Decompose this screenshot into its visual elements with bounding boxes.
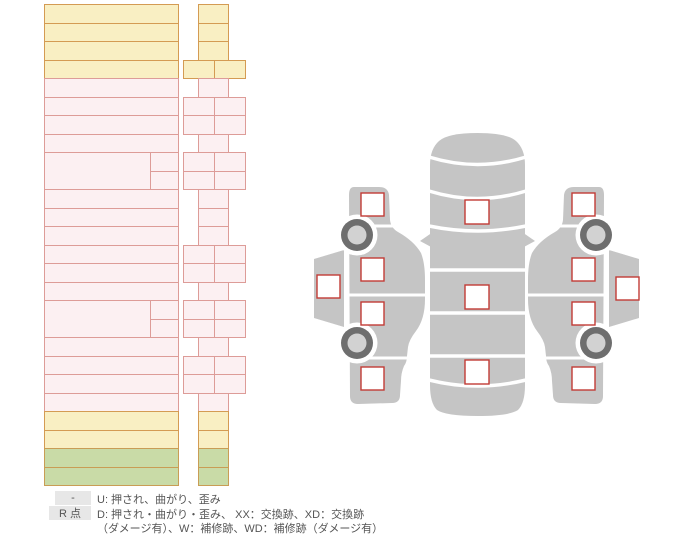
part-row-label [44, 448, 179, 468]
part-row-label [44, 4, 179, 24]
damage-cell[interactable] [214, 152, 246, 172]
damage-cell[interactable] [198, 41, 229, 61]
part-sub-label [150, 152, 179, 172]
part-row-label [44, 429, 179, 449]
part-row-label [44, 115, 179, 135]
legend-badge-rten: R 点 [49, 505, 91, 520]
damage-cell[interactable] [198, 226, 229, 246]
part-row-label [44, 96, 179, 116]
damage-cell[interactable] [214, 115, 246, 135]
damage-cell[interactable] [183, 318, 215, 338]
damage-marker-right-side-view[interactable] [571, 257, 596, 282]
part-row-label [44, 300, 151, 338]
damage-cell[interactable] [183, 355, 215, 375]
damage-cell[interactable] [198, 429, 229, 449]
damage-marker-left-side-view[interactable] [360, 366, 385, 391]
damage-cell[interactable] [198, 411, 229, 431]
part-row-label [44, 78, 179, 98]
damage-cell[interactable] [198, 337, 229, 357]
damage-marker-left-side-view[interactable] [360, 192, 385, 217]
part-row-label [44, 411, 179, 431]
legend-badge-dash: - [55, 491, 91, 505]
part-sub-label [150, 318, 179, 338]
part-row-label [44, 152, 151, 190]
damage-cell[interactable] [198, 189, 229, 209]
damage-cell[interactable] [183, 244, 215, 264]
legend-line-1: U: 押され、曲がり、歪み [97, 494, 221, 506]
part-row-label [44, 263, 179, 283]
damage-cell[interactable] [183, 59, 215, 79]
damage-marker-left-side-view[interactable] [360, 301, 385, 326]
legend-line-3: （ダメージ有）、W：補修跡、WD：補修跡（ダメージ有） [97, 523, 384, 535]
part-row-label [44, 244, 179, 264]
damage-marker-top-view[interactable] [464, 199, 490, 225]
damage-cell[interactable] [214, 374, 246, 394]
damage-marker-top-view[interactable] [464, 284, 490, 310]
part-row-label [44, 59, 179, 79]
damage-marker-rear-view[interactable] [615, 276, 640, 301]
part-row-label [44, 337, 179, 357]
part-row-label [44, 22, 179, 42]
damage-cell[interactable] [198, 466, 229, 486]
damage-cell[interactable] [214, 318, 246, 338]
damage-marker-front-view[interactable] [316, 274, 341, 299]
damage-cell[interactable] [198, 281, 229, 301]
damage-cell[interactable] [214, 59, 246, 79]
part-row-label [44, 281, 179, 301]
damage-cell[interactable] [183, 115, 215, 135]
damage-cell[interactable] [198, 448, 229, 468]
part-row-label [44, 374, 179, 394]
damage-cell[interactable] [198, 78, 229, 98]
damage-cell[interactable] [214, 355, 246, 375]
damage-cell[interactable] [183, 96, 215, 116]
legend-line-2: D: 押され・曲がり・歪み、 XX：交換跡、XD：交換跡 [97, 508, 365, 521]
damage-cell[interactable] [198, 207, 229, 227]
damage-cell[interactable] [198, 392, 229, 412]
damage-cell[interactable] [198, 22, 229, 42]
damage-cell[interactable] [183, 374, 215, 394]
part-row-label [44, 226, 179, 246]
damage-cell[interactable] [214, 263, 246, 283]
damage-cell[interactable] [214, 300, 246, 320]
damage-cell[interactable] [198, 4, 229, 24]
damage-marker-right-side-view[interactable] [571, 366, 596, 391]
damage-cell[interactable] [183, 170, 215, 190]
damage-cell[interactable] [198, 133, 229, 153]
damage-cell[interactable] [214, 96, 246, 116]
damage-marker-top-view[interactable] [464, 359, 490, 385]
part-row-label [44, 189, 179, 209]
damage-cell[interactable] [214, 170, 246, 190]
damage-cell[interactable] [183, 300, 215, 320]
damage-marker-left-side-view[interactable] [360, 257, 385, 282]
part-row-label [44, 466, 179, 486]
damage-cell[interactable] [183, 152, 215, 172]
part-row-label [44, 355, 179, 375]
damage-cell[interactable] [214, 244, 246, 264]
part-row-label [44, 207, 179, 227]
damage-cell[interactable] [183, 263, 215, 283]
part-row-label [44, 392, 179, 412]
part-row-label [44, 41, 179, 61]
damage-marker-right-side-view[interactable] [571, 192, 596, 217]
damage-marker-right-side-view[interactable] [571, 301, 596, 326]
part-sub-label [150, 170, 179, 190]
part-sub-label [150, 300, 179, 320]
part-row-label [44, 133, 179, 153]
